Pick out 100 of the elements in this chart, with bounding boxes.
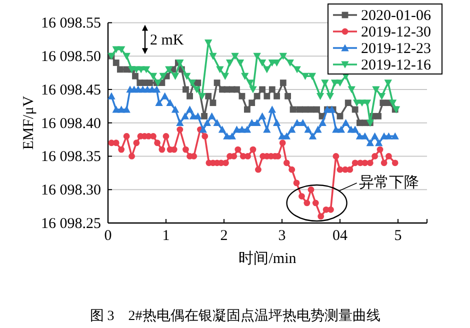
x-tick-label: 2: [220, 228, 228, 244]
y-tick-label: 16 098.35: [41, 149, 101, 166]
point: [314, 106, 320, 113]
point: [264, 92, 270, 100]
point: [231, 52, 239, 60]
point: [182, 86, 189, 93]
point: [336, 112, 344, 120]
point: [118, 46, 126, 54]
point: [391, 132, 399, 140]
point: [241, 72, 249, 80]
x-tick-label: 04: [332, 228, 348, 244]
annotation: 2 mK: [150, 32, 184, 48]
y-tick-label: 16 098.50: [41, 49, 101, 66]
point: [188, 80, 196, 87]
point: [330, 80, 339, 87]
y-axis-title: EMF/μV: [21, 96, 37, 150]
point: [238, 92, 246, 100]
point: [348, 86, 356, 94]
point: [314, 126, 322, 133]
point: [122, 52, 130, 60]
point: [112, 60, 120, 66]
point: [308, 72, 316, 80]
point: [244, 106, 250, 113]
point: [210, 100, 216, 106]
point: [268, 106, 276, 113]
point: [198, 92, 206, 100]
point: [221, 72, 229, 80]
point: [199, 126, 207, 133]
point: [263, 66, 271, 74]
point: [186, 106, 194, 113]
point: [279, 52, 287, 60]
x-axis-title: 时间/min: [238, 250, 297, 267]
point: [280, 80, 286, 86]
point: [218, 126, 226, 133]
point: [321, 80, 329, 87]
point: [116, 66, 124, 73]
point: [282, 132, 290, 140]
point: [181, 112, 189, 120]
point: [268, 86, 276, 93]
point: [258, 60, 266, 67]
point: [155, 98, 163, 106]
y-tick-label: 16 098.30: [41, 182, 101, 199]
y-tick-label: 16 098.55: [41, 16, 101, 32]
point: [192, 86, 201, 94]
point: [344, 100, 352, 106]
point: [176, 60, 184, 67]
point: [366, 139, 374, 146]
point: [234, 86, 240, 93]
point: [132, 72, 138, 80]
point: [293, 66, 301, 74]
point: [263, 126, 271, 133]
point: [351, 126, 359, 133]
point: [228, 132, 236, 140]
point: [384, 80, 392, 87]
point: [243, 126, 252, 133]
x-tick-label: 5: [394, 228, 402, 244]
point: [380, 100, 386, 106]
point: [254, 92, 260, 100]
point: [152, 86, 161, 93]
point: [356, 132, 364, 140]
point: [166, 98, 174, 106]
point: [216, 66, 224, 74]
point: [370, 132, 379, 140]
point: [183, 72, 191, 80]
point: [213, 119, 221, 126]
point: [316, 92, 324, 100]
point: [159, 72, 167, 80]
point: [236, 60, 244, 67]
x-tick-label: 1: [162, 228, 170, 244]
point: [214, 80, 220, 86]
point: [201, 112, 208, 120]
point: [208, 112, 216, 120]
point: [352, 100, 361, 107]
point: [299, 119, 307, 126]
point: [171, 72, 180, 80]
point: [352, 106, 358, 113]
point: [146, 80, 153, 86]
legend-label: 2019-12-23: [361, 41, 431, 57]
legend-label: 2019-12-16: [361, 58, 432, 74]
y-tick-label: 16 098.45: [41, 82, 101, 98]
x-tick-label: 3: [278, 228, 286, 244]
point: [336, 80, 344, 87]
point: [378, 92, 386, 100]
point: [286, 60, 294, 67]
point: [284, 92, 291, 100]
point: [375, 112, 382, 120]
y-tick-label: 16 098.25: [41, 216, 101, 232]
point: [171, 106, 180, 113]
point: [301, 72, 310, 80]
point: [272, 119, 281, 126]
legend-label: 2020-01-06: [361, 8, 432, 24]
caption: 图 3 2#热电偶在银凝固点温坪热电势测量曲线: [90, 308, 380, 324]
point: [388, 100, 397, 107]
point: [304, 126, 312, 133]
point: [205, 92, 212, 100]
point: [337, 126, 345, 133]
point: [161, 92, 169, 100]
point: [122, 106, 130, 113]
point: [226, 60, 234, 67]
point: [108, 92, 116, 100]
